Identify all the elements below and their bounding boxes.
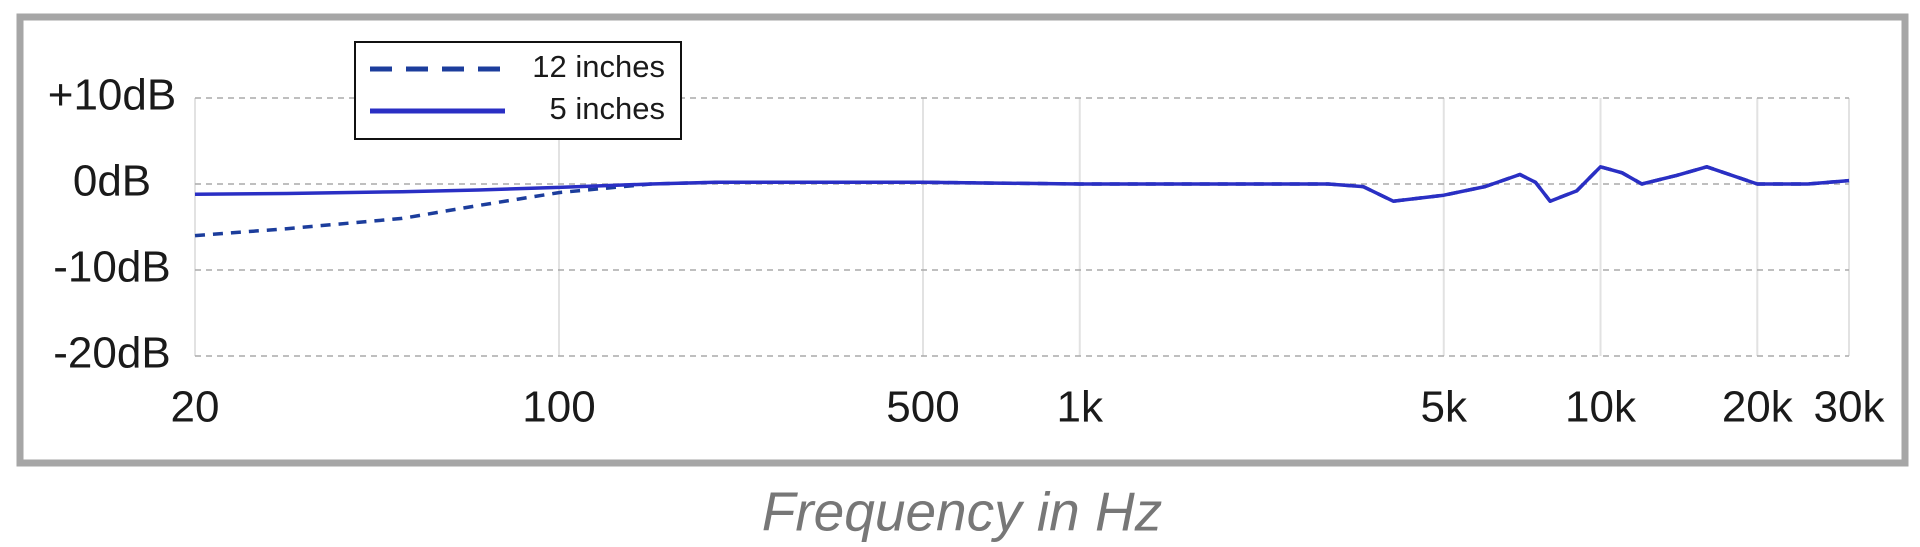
y-tick-label: +10dB xyxy=(48,71,176,120)
x-tick-label: 20 xyxy=(171,383,220,432)
x-tick-label: 5k xyxy=(1421,383,1468,432)
x-axis-title: Frequency in Hz xyxy=(762,481,1162,543)
x-tick-label: 100 xyxy=(522,383,595,432)
x-tick-label: 500 xyxy=(886,383,959,432)
y-tick-label: -20dB xyxy=(53,329,170,378)
x-tick-label: 1k xyxy=(1057,383,1104,432)
line-series xyxy=(194,165,1850,203)
legend-label: 12 inches xyxy=(532,49,665,84)
x-tick-label: 30k xyxy=(1814,383,1886,432)
x-tick-label: 20k xyxy=(1722,383,1794,432)
chart-frame xyxy=(16,13,1909,467)
y-tick-label: -10dB xyxy=(53,243,170,292)
y-tick-label: 0dB xyxy=(73,157,151,206)
legend-label: 5 inches xyxy=(550,91,665,126)
x-tick-label: 10k xyxy=(1565,383,1637,432)
legend-box xyxy=(354,41,682,140)
